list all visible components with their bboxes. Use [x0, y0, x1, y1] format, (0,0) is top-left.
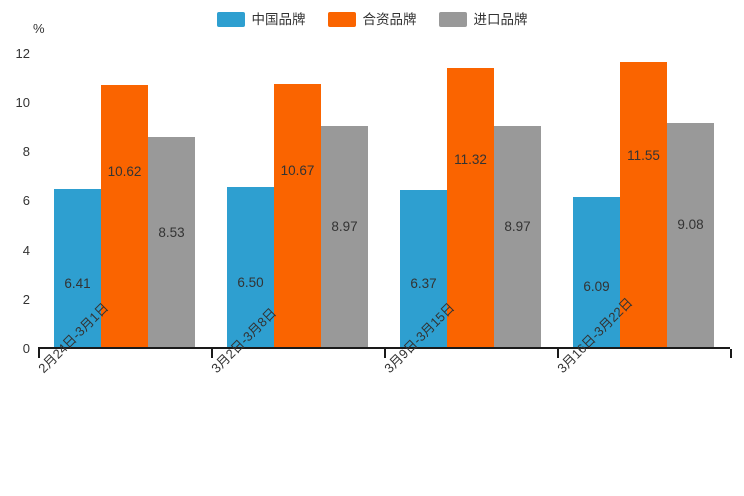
x-axis-tick-3: [557, 349, 559, 358]
x-axis-tick-2: [384, 349, 386, 358]
x-axis-tick-end: [730, 349, 732, 358]
bar-1-0[interactable]: [227, 186, 274, 347]
legend-label-import-brand: 进口品牌: [473, 11, 528, 27]
bar-value-label-1-1: 10.67: [280, 163, 315, 179]
bar-value-label-0-1: 10.62: [107, 163, 142, 179]
bar-0-2[interactable]: [148, 136, 195, 347]
bar-value-label-2-0: 6.37: [410, 276, 437, 292]
legend-item-2[interactable]: 进口品牌: [438, 11, 528, 27]
x-axis-line: [38, 347, 730, 349]
bar-3-1[interactable]: [620, 62, 667, 347]
y-tick-label-6: 6: [22, 193, 30, 208]
bar-value-label-1-0: 6.50: [237, 274, 264, 290]
bar-3-2[interactable]: [667, 123, 714, 347]
bar-0-0[interactable]: [54, 188, 101, 347]
bar-value-label-1-2: 8.97: [331, 218, 358, 234]
legend-swatch-joint-venture-brand: [327, 12, 356, 27]
bar-value-label-0-2: 8.53: [158, 225, 185, 241]
bar-value-label-3-2: 9.08: [677, 217, 704, 233]
bar-value-label-3-0: 6.09: [583, 279, 610, 295]
bar-value-label-2-1: 11.32: [454, 151, 487, 167]
legend-item-1[interactable]: 合资品牌: [327, 11, 417, 27]
bar-1-1[interactable]: [274, 83, 321, 347]
bar-2-0[interactable]: [400, 189, 447, 347]
y-tick-label-8: 8: [22, 144, 30, 159]
y-tick-label-10: 10: [15, 95, 30, 110]
chart-legend: 中国品牌 合资品牌 进口品牌: [0, 12, 744, 27]
x-axis-tick-1: [211, 349, 213, 358]
y-tick-label-0: 0: [22, 341, 30, 356]
y-tick-label-12: 12: [15, 46, 30, 61]
legend-item-0[interactable]: 中国品牌: [216, 11, 306, 27]
bar-value-label-0-0: 6.41: [64, 275, 91, 291]
bar-3-0[interactable]: [573, 196, 620, 347]
x-axis-tick-0: [38, 349, 40, 358]
y-tick-label-2: 2: [22, 292, 30, 307]
bar-0-1[interactable]: [101, 85, 148, 347]
legend-label-joint-venture-brand: 合资品牌: [362, 11, 417, 27]
legend-swatch-import-brand: [438, 12, 467, 27]
bar-2-2[interactable]: [494, 125, 541, 347]
legend-label-china-brand: 中国品牌: [251, 11, 306, 27]
bar-2-1[interactable]: [447, 67, 494, 347]
legend-swatch-china-brand: [216, 12, 245, 27]
y-axis-unit-label: %: [33, 21, 45, 36]
bar-value-label-2-2: 8.97: [504, 218, 531, 234]
bar-1-2[interactable]: [321, 125, 368, 347]
y-tick-label-4: 4: [22, 243, 30, 258]
bar-value-label-3-1: 11.55: [627, 147, 660, 163]
